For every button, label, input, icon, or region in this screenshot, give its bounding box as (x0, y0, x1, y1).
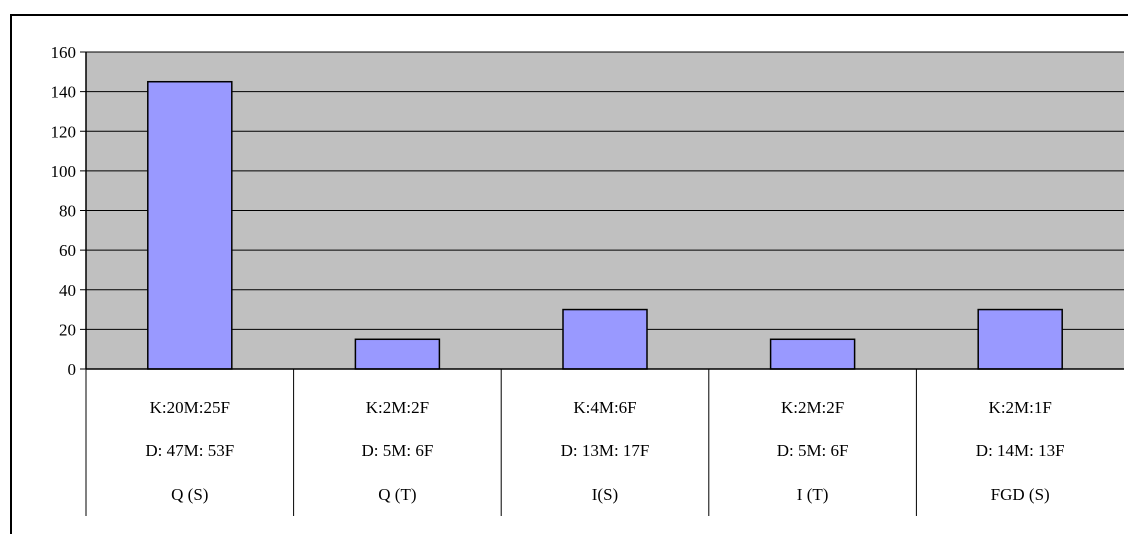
category-label: Q (S) (171, 485, 208, 504)
category-label: K:2M:1F (989, 398, 1052, 417)
bar (769, 338, 856, 370)
bar (977, 308, 1063, 370)
category-label: I(S) (592, 485, 618, 504)
y-tick-label: 140 (51, 83, 77, 102)
y-tick-label: 20 (59, 320, 76, 339)
category-label: Q (T) (378, 485, 416, 504)
y-tick-label: 40 (59, 281, 76, 300)
category-label: K:2M:2F (366, 398, 429, 417)
bar (147, 80, 233, 370)
category-label: FGD (S) (991, 485, 1050, 504)
bar (562, 308, 648, 370)
category-label: D: 14M: 13F (976, 441, 1065, 460)
bars (147, 80, 1063, 370)
y-tick-label: 60 (59, 241, 76, 260)
category-label: K:20M:25F (150, 398, 230, 417)
y-tick-label: 0 (68, 360, 77, 379)
category-label: D: 5M: 6F (362, 441, 434, 460)
category-label: D: 5M: 6F (777, 441, 849, 460)
axes (80, 51, 1124, 370)
bar (354, 338, 441, 370)
category-label: K:4M:6F (573, 398, 636, 417)
category-label: I (T) (797, 485, 829, 504)
y-tick-label: 120 (51, 122, 77, 141)
category-label: K:2M:2F (781, 398, 844, 417)
category-table: K:20M:25F D: 47M: 53F Q (S) K:2M:2F D: 5M: 6… (85, 369, 1065, 516)
y-tick-labels: 0 20 40 60 80 100 120 140 160 (51, 43, 77, 379)
y-tick-label: 80 (59, 202, 76, 221)
y-tick-label: 100 (51, 162, 77, 181)
chart-frame (10, 14, 1128, 534)
y-tick-label: 160 (51, 43, 77, 62)
category-label: D: 47M: 53F (145, 441, 234, 460)
category-label: D: 13M: 17F (561, 441, 650, 460)
